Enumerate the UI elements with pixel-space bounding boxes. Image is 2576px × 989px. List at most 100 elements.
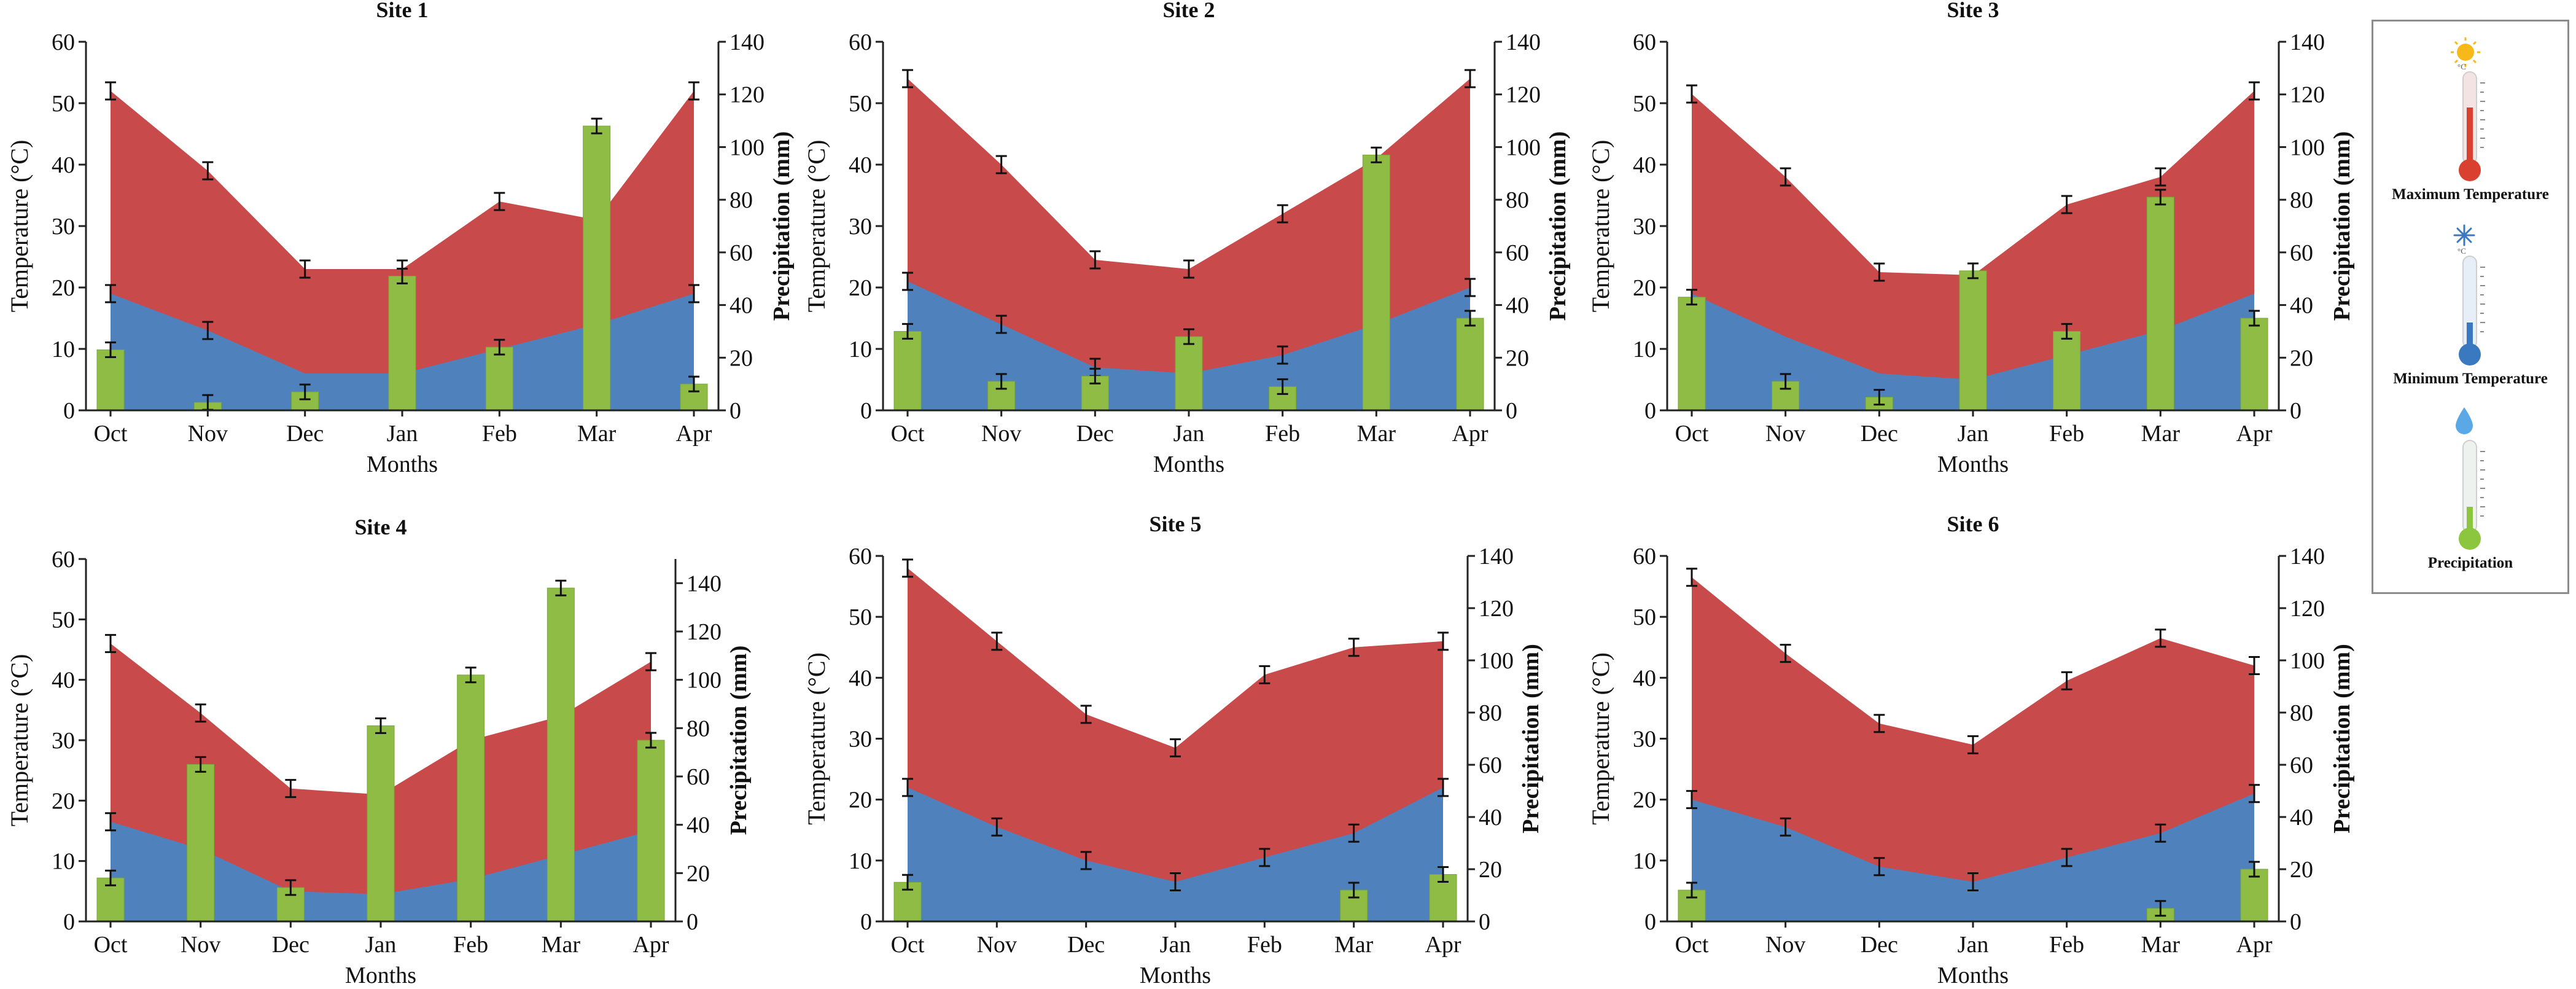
right-axis-label: Precipitation (mm) — [1518, 644, 1544, 834]
right-tick-label: 140 — [2290, 29, 2325, 55]
min-temperature-area — [908, 281, 1470, 410]
right-tick-label: 80 — [1479, 700, 1502, 726]
precipitation-bar — [2053, 330, 2081, 411]
right-tick-label: 140 — [2290, 544, 2325, 569]
precipitation-bar — [1456, 318, 1484, 411]
left-tick-label: 30 — [849, 214, 872, 240]
left-tick-label: 40 — [1633, 665, 1656, 691]
right-tick-label: 20 — [687, 861, 710, 886]
left-tick-label: 60 — [849, 29, 872, 55]
right-tick-label: 120 — [1479, 596, 1514, 622]
right-tick-label: 120 — [1506, 82, 1541, 108]
x-tick-label: Nov — [1765, 421, 1805, 447]
right-tick-label: 100 — [730, 135, 765, 160]
left-tick-label: 10 — [52, 337, 75, 362]
right-tick-label: 60 — [730, 240, 753, 266]
x-tick-label: Dec — [1861, 932, 1898, 958]
min-temperature-area — [111, 821, 651, 921]
unit-mark: °C — [2457, 246, 2466, 256]
left-tick-label: 20 — [52, 788, 75, 814]
x-tick-label: Nov — [188, 421, 228, 447]
chart-site-4: 0 10 20 30 40 50 60 0 20 40 60 80 100 120 140 Oct Nov Dec… — [6, 515, 752, 988]
max-temperature-area — [111, 91, 694, 410]
x-tick-label: Jan — [1958, 932, 1989, 958]
precipitation-bar — [583, 125, 611, 411]
right-axis-label: Precipitation (mm) — [1545, 131, 1571, 321]
x-tick-label: Mar — [1334, 932, 1374, 958]
x-tick-label: Apr — [1452, 421, 1488, 447]
chart-title: Site 1 — [376, 0, 429, 22]
x-axis-label: Months — [1140, 963, 1211, 988]
legend: °C Maximum Temperature °C Minimum Temper… — [2372, 20, 2569, 594]
left-tick-label: 30 — [1633, 727, 1656, 752]
x-tick-label: Jan — [1958, 421, 1989, 447]
right-axis-label: Precipitation (mm) — [726, 646, 752, 835]
left-axis-label: Temperature (°C) — [803, 652, 830, 825]
x-tick-label: Nov — [1765, 932, 1805, 958]
precipitation-bar — [1772, 381, 1800, 411]
left-tick-label: 30 — [1633, 214, 1656, 240]
x-axis-label: Months — [367, 452, 438, 477]
x-tick-label: Apr — [2236, 421, 2272, 447]
legend-label: Precipitation — [2427, 555, 2513, 571]
right-tick-label: 20 — [1506, 345, 1529, 371]
x-tick-label: Apr — [2236, 932, 2272, 958]
precipitation-bar — [367, 725, 395, 922]
right-tick-label: 120 — [730, 82, 765, 108]
chart-site-2: 0 10 20 30 40 50 60 0 20 40 60 80 100 120 140 Oct Nov Dec… — [803, 0, 1571, 477]
right-tick-label: 80 — [730, 187, 753, 213]
x-tick-label: Feb — [2049, 932, 2084, 958]
left-tick-label: 50 — [52, 91, 75, 117]
right-tick-label: 120 — [2290, 596, 2325, 622]
precipitation-bar — [547, 587, 575, 922]
x-tick-label: Nov — [977, 932, 1017, 958]
legend-item-max: °C Maximum Temperature — [2373, 34, 2567, 218]
left-tick-label: 0 — [63, 398, 75, 424]
right-tick-label: 20 — [2290, 345, 2313, 371]
right-tick-label: 60 — [2290, 752, 2313, 778]
right-tick-label: 80 — [1506, 187, 1529, 213]
left-tick-label: 60 — [849, 544, 872, 569]
right-tick-label: 100 — [1479, 648, 1514, 674]
max-temperature-area — [1692, 91, 2254, 410]
x-tick-label: Mar — [2141, 932, 2181, 958]
right-tick-label: 140 — [1506, 29, 1541, 55]
left-axis-label: Temperature (°C) — [1587, 140, 1614, 313]
precipitation-bar — [1959, 270, 1987, 411]
right-tick-label: 40 — [2290, 293, 2313, 319]
left-tick-label: 10 — [52, 849, 75, 875]
right-tick-label: 0 — [2290, 398, 2302, 424]
right-tick-label: 80 — [2290, 187, 2313, 213]
min-temperature-area — [1692, 294, 2254, 410]
precipitation-bar — [96, 349, 125, 411]
right-tick-label: 100 — [1506, 135, 1541, 160]
left-axis-label: Temperature (°C) — [6, 654, 33, 827]
left-tick-label: 60 — [1633, 29, 1656, 55]
x-tick-label: Apr — [1425, 932, 1461, 958]
x-tick-label: Feb — [1247, 932, 1282, 958]
right-tick-label: 120 — [2290, 82, 2325, 108]
right-tick-label: 100 — [2290, 648, 2325, 674]
x-tick-label: Mar — [542, 932, 581, 958]
right-tick-label: 40 — [2290, 805, 2313, 831]
x-tick-label: Feb — [2049, 421, 2084, 447]
left-tick-label: 40 — [849, 152, 872, 178]
precipitation-bar — [457, 674, 485, 922]
left-tick-label: 0 — [63, 909, 75, 935]
left-axis-label: Temperature (°C) — [803, 140, 830, 313]
left-tick-label: 10 — [849, 848, 872, 874]
x-tick-label: Jan — [365, 932, 397, 958]
right-tick-label: 40 — [687, 813, 710, 838]
precipitation-bar — [1678, 297, 1706, 411]
x-tick-label: Apr — [632, 932, 669, 958]
precipitation-bar — [1362, 154, 1390, 411]
left-tick-label: 60 — [52, 547, 75, 573]
left-axis-label: Temperature (°C) — [6, 140, 33, 313]
max-temperature-area — [908, 568, 1443, 921]
unit-mark: °C — [2457, 62, 2466, 71]
x-tick-label: Oct — [891, 421, 925, 447]
left-tick-label: 10 — [849, 337, 872, 362]
chart-site-1: 0 10 20 30 40 50 60 0 20 40 60 80 100 120 140 Oct Nov Dec… — [6, 0, 795, 477]
legend-item-precip: Precipitation — [2373, 402, 2567, 587]
